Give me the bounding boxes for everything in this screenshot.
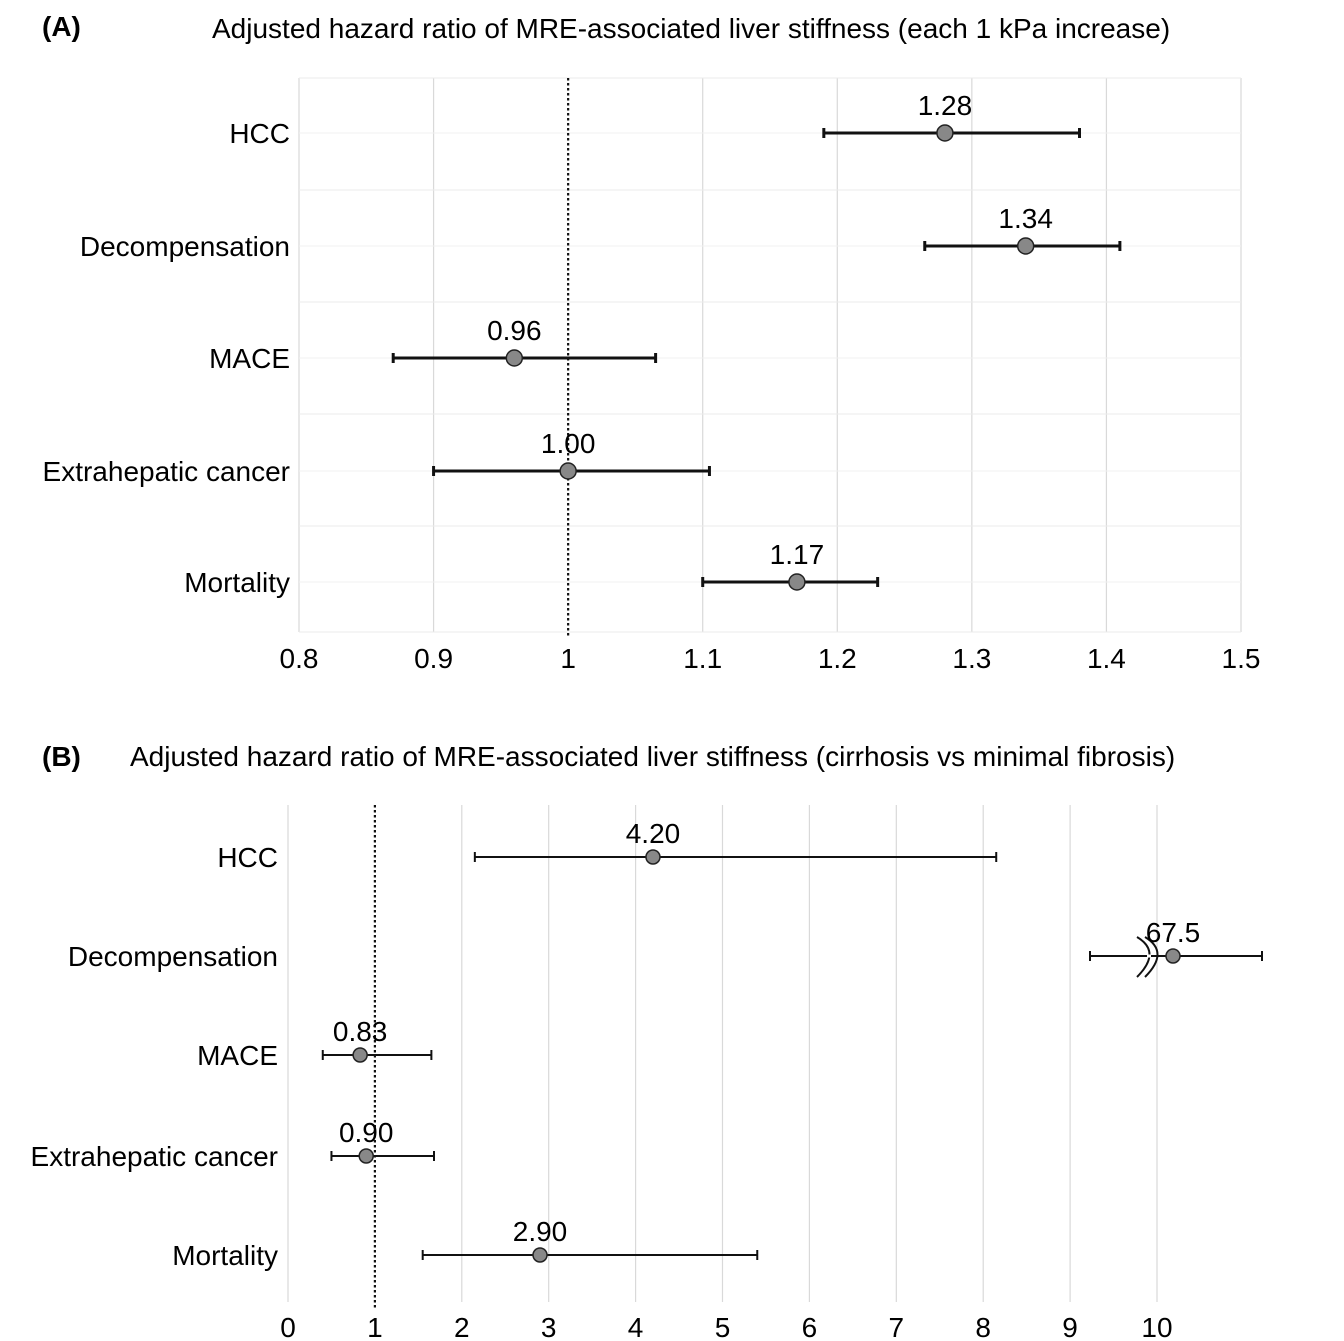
value-label: 1.34	[998, 203, 1053, 234]
x-tick-label: 1	[560, 643, 576, 674]
panel-a: (A) Adjusted hazard ratio of MRE-associa…	[42, 11, 1260, 674]
x-tick-label: 1	[367, 1312, 383, 1341]
value-label: 0.90	[339, 1117, 394, 1148]
point-estimate	[532, 1247, 548, 1263]
x-tick-label: 8	[975, 1312, 991, 1341]
category-label: HCC	[217, 842, 278, 873]
category-label: Mortality	[172, 1240, 278, 1271]
category-label: Extrahepatic cancer	[43, 456, 290, 487]
value-label: 0.83	[333, 1016, 388, 1047]
point-estimate	[505, 349, 524, 367]
value-label: 2.90	[513, 1216, 568, 1247]
x-tick-label: 1.2	[818, 643, 857, 674]
axis-break-mark	[1144, 936, 1159, 978]
x-tick-label: 9	[1062, 1312, 1078, 1341]
panel-b: (B) Adjusted hazard ratio of MRE-associa…	[31, 741, 1263, 1341]
x-tick-label: 1.1	[683, 643, 722, 674]
category-label: MACE	[209, 343, 290, 374]
x-tick-label: 4	[628, 1312, 644, 1341]
x-tick-label: 1.4	[1087, 643, 1126, 674]
panel-a-title: Adjusted hazard ratio of MRE-associated …	[212, 13, 1170, 44]
point-estimate	[1016, 237, 1035, 255]
panel-a-label: (A)	[42, 11, 81, 42]
x-tick-label: 0.8	[280, 643, 319, 674]
axis-break-gap	[1147, 954, 1151, 958]
point-estimate	[645, 849, 661, 865]
value-label: 1.00	[541, 428, 596, 459]
panel-b-plot-area: 0 1 2 3 4 5 6 7 8 9 10 HCC 4.20 Decompensation 67.5 MAC…	[31, 805, 1263, 1341]
value-label: 1.28	[918, 90, 973, 121]
x-tick-label: 10	[1141, 1312, 1172, 1341]
x-tick-label: 0.9	[414, 643, 453, 674]
category-label: HCC	[229, 118, 290, 149]
panel-b-label: (B)	[42, 741, 81, 772]
panel-b-title: Adjusted hazard ratio of MRE-associated …	[130, 741, 1175, 772]
value-label: 0.96	[487, 315, 542, 346]
point-estimate	[352, 1047, 368, 1063]
x-tick-label: 3	[541, 1312, 557, 1341]
x-tick-label: 6	[802, 1312, 818, 1341]
x-tick-label: 1.3	[952, 643, 991, 674]
panel-a-plot-area: 0.8 0.9 1 1.1 1.2 1.3 1.4 1.5 HCC 1.28 Decompensat…	[43, 77, 1261, 674]
value-label: 67.5	[1146, 917, 1201, 948]
category-label: Extrahepatic cancer	[31, 1141, 278, 1172]
value-label: 1.17	[770, 539, 825, 570]
point-estimate	[1165, 948, 1181, 964]
x-tick-label: 5	[715, 1312, 731, 1341]
point-estimate	[936, 124, 954, 142]
x-tick-label: 1.5	[1222, 643, 1261, 674]
x-tick-label: 7	[889, 1312, 905, 1341]
point-estimate	[358, 1148, 374, 1164]
point-estimate	[559, 462, 577, 480]
x-tick-label: 2	[454, 1312, 470, 1341]
x-tick-label: 0	[280, 1312, 296, 1341]
category-label: MACE	[197, 1040, 278, 1071]
value-label: 4.20	[626, 818, 681, 849]
category-label: Decompensation	[80, 231, 290, 262]
category-label: Mortality	[184, 567, 290, 598]
point-estimate	[788, 573, 806, 591]
category-label: Decompensation	[68, 941, 278, 972]
